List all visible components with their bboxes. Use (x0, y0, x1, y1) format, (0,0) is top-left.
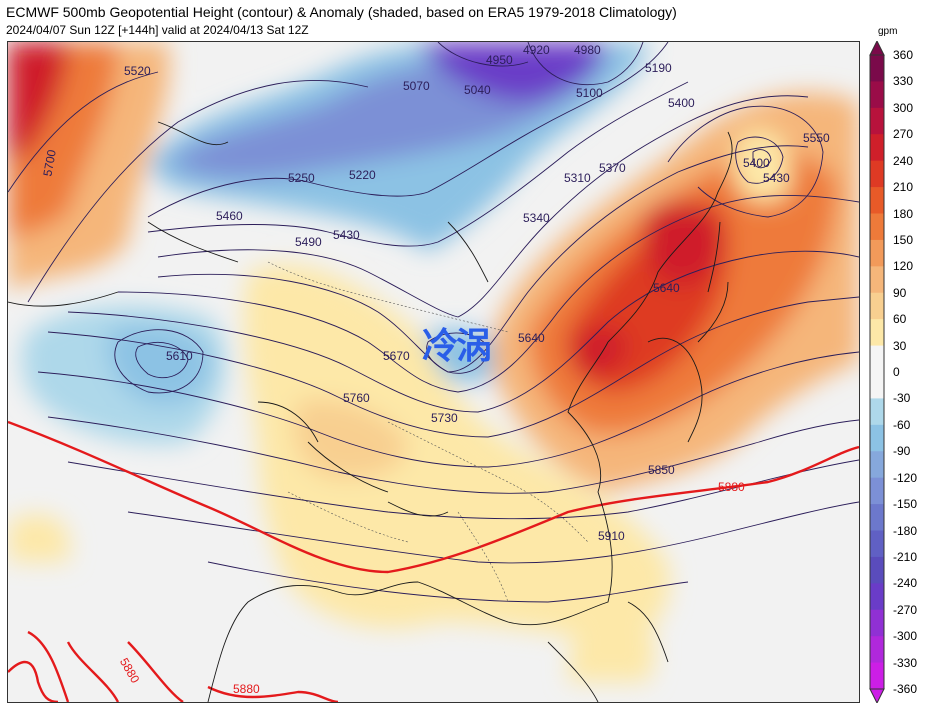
colorbar-swatch (870, 55, 884, 82)
contour-label: 5400 (743, 156, 770, 170)
colorbar-tick-label: 150 (893, 232, 914, 247)
colorbar-tick-label: 270 (893, 127, 914, 142)
colorbar-tick-label: -150 (893, 497, 918, 512)
contour-5880 (8, 420, 859, 702)
colorbar-swatch (870, 81, 884, 109)
colorbar-tick-label: 30 (893, 338, 907, 353)
colorbar-tick-label: 330 (893, 74, 914, 89)
contour-label: 4920 (523, 43, 550, 57)
colorbar-swatch (870, 451, 884, 479)
colorbar-extend-bottom (869, 688, 885, 705)
colorbar-tick-label: -180 (893, 523, 918, 538)
contour-label: 5550 (803, 131, 830, 145)
contour-label-5880: 5880 (117, 655, 143, 685)
colorbar-swatch (870, 345, 884, 373)
contour-label: 5040 (464, 83, 491, 97)
colorbar-swatch (870, 239, 884, 267)
contour-label: 4950 (486, 53, 513, 67)
colorbar-swatch (870, 134, 884, 162)
contour-label: 5910 (598, 529, 625, 543)
colorbar-swatch (870, 319, 884, 347)
cold-vortex-annotation: 冷涡 (422, 326, 492, 367)
colorbar-tick-label: -210 (893, 549, 918, 564)
contour-label: 5400 (668, 96, 695, 110)
country-borders (267, 261, 589, 603)
colorbar-tick-label: -240 (893, 576, 918, 591)
colorbar-tick-label: -60 (893, 417, 911, 432)
contour-label: 5850 (648, 463, 675, 477)
colorbar-tick-label: 210 (893, 180, 914, 195)
contour-label: 5610 (166, 349, 193, 363)
colorbar-tick-label: -270 (893, 602, 918, 617)
page-subtitle: 2024/04/07 Sun 12Z [+144h] valid at 2024… (6, 23, 309, 37)
contour-label-5880: 5880 (718, 480, 745, 494)
colorbar-swatch (870, 266, 884, 294)
contour-label: 5430 (763, 171, 790, 185)
colorbar-swatch (870, 609, 884, 637)
contour-label: 5370 (599, 161, 626, 175)
colorbar-swatch (870, 583, 884, 611)
anomaly-shading (8, 42, 859, 682)
colorbar-swatch (870, 530, 884, 558)
colorbar-swatch (870, 504, 884, 531)
contour-label: 5640 (518, 331, 545, 345)
colorbar-swatch (870, 372, 884, 399)
colorbar-swatch (870, 636, 884, 664)
height-contours (8, 42, 859, 603)
contour-label: 5430 (333, 228, 360, 242)
contour-label-5880: 5880 (233, 682, 260, 696)
coastlines (8, 121, 733, 702)
contour-label: 5250 (288, 171, 315, 185)
colorbar-tick-label: 0 (893, 365, 900, 379)
colorbar-extend-top (869, 39, 885, 56)
contour-label: 5670 (383, 349, 410, 363)
contour-label: 5100 (576, 86, 603, 100)
colorbar-swatch (870, 556, 884, 584)
colorbar-tick-label: 300 (893, 100, 914, 115)
page-title: ECMWF 500mb Geopotential Height (contour… (6, 4, 677, 20)
colorbar-tick-label: -360 (893, 682, 918, 696)
colorbar-tick-label: 180 (893, 206, 914, 221)
contour-label: 5760 (343, 391, 370, 405)
colorbar-swatch (870, 213, 884, 241)
colorbar-tick-label: -120 (893, 470, 918, 485)
colorbar-tick-label: -300 (893, 629, 918, 644)
colorbar-swatch (870, 107, 884, 135)
colorbar-frame (869, 54, 885, 690)
contour-label: 5070 (403, 79, 430, 93)
colorbar-tick-label: -330 (893, 655, 918, 670)
colorbar-canvas (869, 39, 885, 705)
contour-label: 5190 (645, 61, 672, 75)
contour-label: 5730 (431, 411, 458, 425)
contour-label: 5460 (216, 209, 243, 223)
contour-label: 5520 (124, 64, 151, 78)
map-canvas: 5520 5700 4920 4950 4980 5070 5040 5100 … (8, 42, 859, 702)
contour-label: 4980 (574, 43, 601, 57)
colorbar (862, 39, 922, 705)
colorbar-swatch (870, 477, 884, 505)
contour-labels: 5520 5700 4920 4950 4980 5070 5040 5100 … (40, 43, 830, 543)
colorbar-swatch (870, 398, 884, 426)
colorbar-tick-label: 90 (893, 285, 907, 300)
colorbar-tick-label: 240 (893, 153, 914, 168)
contour-label: 5700 (40, 148, 58, 177)
anomaly-map: 5520 5700 4920 4950 4980 5070 5040 5100 … (7, 41, 860, 703)
contour-label: 5220 (349, 168, 376, 182)
colorbar-tick-label: 60 (893, 312, 907, 327)
colorbar-tick-label: 360 (893, 48, 914, 62)
colorbar-tick-label: -90 (893, 444, 911, 459)
contour-label: 5640 (653, 281, 680, 295)
contour-label: 5490 (295, 235, 322, 249)
contour-label: 5310 (564, 171, 591, 185)
colorbar-unit: gpm (878, 26, 898, 37)
contour-label: 5340 (523, 211, 550, 225)
colorbar-swatch (870, 292, 884, 320)
colorbar-swatch (870, 424, 884, 452)
colorbar-swatch (870, 160, 884, 188)
colorbar-swatch (870, 662, 884, 690)
colorbar-tick-label: 120 (893, 259, 914, 274)
colorbar-swatch (870, 187, 884, 214)
colorbar-tick-label: -30 (893, 391, 911, 406)
